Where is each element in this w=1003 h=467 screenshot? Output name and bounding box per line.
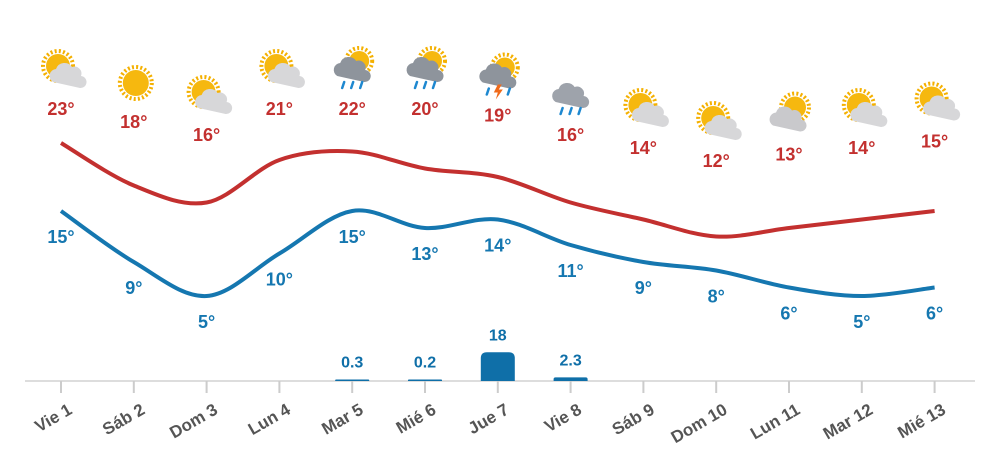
rain [340,80,346,90]
weather-icon [259,49,305,89]
sun [489,52,520,83]
temperature-label: 15° [921,131,948,151]
temperature-label: 20° [411,99,438,119]
temperature-label: 16° [193,125,220,145]
precipitation-label: 0.2 [414,355,436,372]
rain [349,80,355,90]
x-tick-label: Lun 4 [245,400,294,439]
bolt [493,84,503,100]
weather-icon [841,88,888,128]
weather-icon [333,46,375,90]
sun [914,81,949,116]
temperature-label: 6° [926,303,943,323]
rain [568,106,573,116]
x-tick-label: Sáb 9 [609,400,658,439]
rain [559,106,564,116]
temperature-label: 21° [266,99,293,119]
rain [413,80,419,90]
temperature-label: 6° [780,303,797,323]
temperature-label: 14° [848,138,875,158]
precipitation-label: 18 [489,327,507,344]
temperature-label: 14° [630,138,657,158]
temperature-line [59,141,935,239]
weather-icon [186,75,233,115]
weather-icon [623,88,669,128]
sun [623,88,658,122]
temperature-label: 16° [557,125,584,145]
precipitation-bar [335,379,370,381]
sun [117,65,154,101]
temperature-label: 23° [47,99,74,119]
cloud [552,82,590,109]
x-tick-label: Mié 13 [894,400,949,442]
cloud [267,62,305,89]
sun [41,49,75,83]
sun [122,70,149,96]
x-tick-label: Mié 6 [393,400,439,438]
temperature-label: 9° [125,278,142,298]
weather-icon [914,81,961,121]
cloud [49,62,87,89]
x-tick-label: Mar 5 [318,400,366,439]
temperature-label: 14° [484,235,511,255]
rain [577,106,582,116]
sun [841,88,876,122]
sun [417,46,447,76]
precipitation-label: 2.3 [559,353,581,370]
temperature-label: 8° [708,286,725,306]
temperature-label: 13° [775,144,802,164]
cloud [631,101,669,128]
temperature-line [59,208,935,299]
weather-icon [117,65,154,101]
weather-icon [552,82,590,116]
temperature-label: 19° [484,105,511,125]
rain [358,80,364,90]
cloud [195,88,233,115]
temperature-label: 15° [47,227,74,247]
temperature-label: 10° [266,269,293,289]
precipitation-bar [408,379,442,381]
x-tick-label: Jue 7 [465,400,512,438]
x-tick-label: Vie 8 [541,400,585,436]
temperature-label: 15° [339,227,366,247]
temperature-label: 18° [120,112,147,132]
precipitation-bar [480,352,515,381]
cloud [769,106,807,132]
cloud [923,95,961,121]
temperature-label: 9° [635,278,652,298]
cloud [850,101,888,128]
temperature-label: 12° [703,151,730,171]
cloud [479,63,517,89]
rain [431,80,437,90]
sun [696,101,731,135]
x-tick-label: Dom 10 [668,400,731,447]
sun [259,49,294,83]
temperature-label: 22° [339,99,366,119]
weather-icon [41,49,87,89]
weather-icon [406,46,447,90]
cloud [704,114,742,141]
cloud [406,56,444,83]
x-tick-label: Sáb 2 [99,400,148,439]
rain [422,80,428,90]
sun [186,75,221,109]
x-tick-label: Dom 3 [166,400,221,442]
temperature-label: 11° [557,261,583,281]
temperature-label: 5° [853,312,870,332]
precipitation-bar [553,377,588,381]
rain [485,87,491,96]
temperature-label: 5° [198,312,215,332]
x-tick-label: Vie 1 [32,400,76,436]
rain [506,87,512,96]
weather-icon [769,91,811,132]
cloud [333,56,371,83]
precipitation-label: 0.3 [341,355,363,372]
temperature-label: 13° [411,244,438,264]
sun [344,46,375,76]
x-tick-label: Mar 12 [820,400,876,443]
weather-icon [696,101,742,141]
x-tick-label: Lun 11 [747,400,803,443]
weather-icon [479,52,520,100]
